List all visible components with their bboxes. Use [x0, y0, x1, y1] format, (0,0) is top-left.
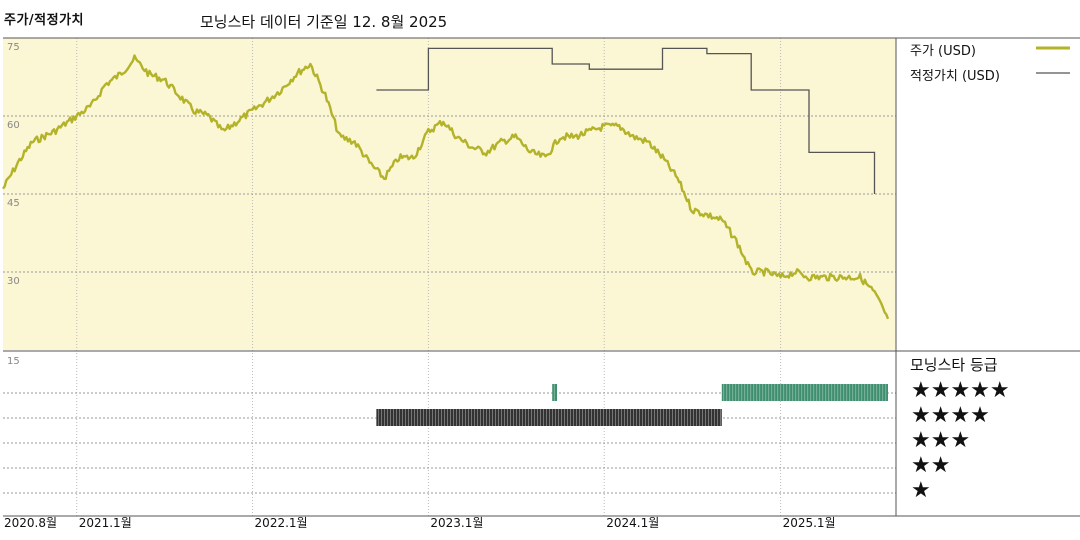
y-tick-label: 60 — [7, 120, 20, 131]
rating-1-star: ★ — [911, 478, 931, 503]
legend-price-label: 주가 (USD) — [910, 44, 976, 59]
x-tick-label: 2022.1월 — [255, 516, 308, 530]
rating-2-stars: ★★ — [911, 453, 951, 478]
rating-bands — [376, 384, 888, 426]
x-tick-label: 2020.8월 — [4, 516, 57, 530]
y-tick-label: 15 — [7, 356, 20, 367]
x-tick-label: 2025.1월 — [783, 516, 836, 530]
rating-3-stars: ★★★ — [911, 428, 971, 453]
x-axis-ticks: 2020.8월 2021.1월 2022.1월 2023.1월 2024.1월 2025.… — [4, 516, 836, 530]
rating-5-band — [552, 384, 558, 401]
y-tick-label: 30 — [7, 276, 20, 287]
rating-5-stars: ★★★★★ — [911, 378, 1010, 403]
x-tick-label: 2023.1월 — [430, 516, 483, 530]
y-axis-ticks: 75 60 45 30 15 — [7, 42, 20, 367]
price-line — [2, 54, 890, 320]
y-tick-label: 75 — [7, 42, 20, 53]
rating-4-stars: ★★★★ — [911, 403, 990, 428]
data-date-subtitle: 모닝스타 데이터 기준일 12. 8월 2025 — [200, 13, 448, 31]
x-tick-label: 2021.1월 — [79, 516, 132, 530]
x-tick-label: 2024.1월 — [606, 516, 659, 530]
fair-value-line — [376, 47, 876, 194]
y-tick-label: 45 — [7, 198, 20, 209]
legend-fair-value-label: 적정가치 (USD) — [910, 69, 1000, 84]
rating-title: 모닝스타 등급 — [910, 356, 998, 374]
chart-title: 주가/적정가치 — [4, 13, 85, 28]
